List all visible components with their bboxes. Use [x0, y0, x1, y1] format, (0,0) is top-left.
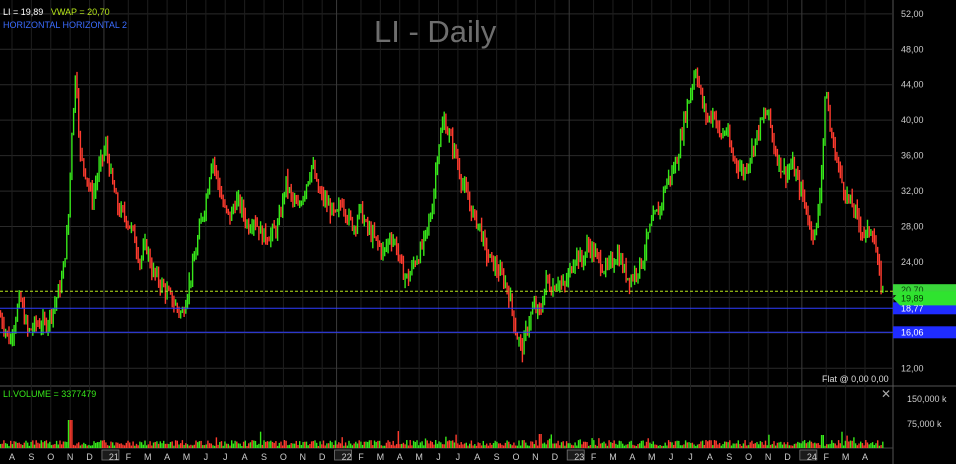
x-tick-label: A: [707, 452, 713, 462]
horizontal-tag-label: 18,77: [901, 303, 924, 313]
x-tick-label: J: [669, 452, 674, 462]
year-marker-box: [566, 449, 585, 461]
x-tick-label: O: [745, 452, 752, 462]
volume-tick-label: 75,000 k: [907, 419, 942, 429]
horizontal-price-tag: [893, 326, 956, 339]
x-tick-label: A: [242, 452, 248, 462]
x-tick-label: A: [862, 452, 868, 462]
y-tick-label: 28,00: [901, 222, 924, 232]
flat-readout: Flat @ 0,00 0,00: [822, 374, 889, 384]
volume-series: [0, 420, 884, 448]
close-icon[interactable]: ✕: [881, 387, 892, 401]
x-tick-label: O: [47, 452, 54, 462]
x-tick-label: N: [765, 452, 772, 462]
y-tick-label: 12,00: [901, 363, 924, 373]
x-tick-label: M: [842, 452, 850, 462]
price-series: [0, 67, 884, 363]
x-tick-label: 22: [342, 452, 352, 462]
x-tick-label: F: [126, 452, 132, 462]
x-tick-label: S: [726, 452, 732, 462]
x-tick-label: A: [9, 452, 15, 462]
vwap-price-tag: [893, 284, 956, 296]
x-tick-label: N: [67, 452, 74, 462]
x-tick-label: J: [688, 452, 693, 462]
x-tick-label: D: [552, 452, 559, 462]
volume-legend: LI.VOLUME = 3377479: [3, 389, 97, 399]
vwap-tag-label: 20,70: [901, 285, 924, 295]
x-tick-label: N: [300, 452, 307, 462]
year-marker-box: [799, 449, 818, 461]
x-tick-label: S: [261, 452, 267, 462]
x-tick-label: S: [28, 452, 34, 462]
x-tick-label: J: [456, 452, 461, 462]
x-tick-label: A: [164, 452, 170, 462]
x-tick-label: F: [358, 452, 364, 462]
horizontal-2-label: HORIZONTAL 2: [62, 20, 128, 30]
y-tick-label: 24,00: [901, 257, 924, 267]
x-tick-label: M: [183, 452, 191, 462]
x-tick-label: O: [280, 452, 287, 462]
x-tick-label: M: [377, 452, 385, 462]
x-tick-label: M: [648, 452, 656, 462]
x-tick-label: 23: [574, 452, 584, 462]
x-tick-label: D: [86, 452, 93, 462]
year-marker-box: [334, 449, 352, 461]
x-tick-label: F: [591, 452, 597, 462]
last-price-badge: [893, 291, 956, 306]
x-tick-label: A: [629, 452, 635, 462]
chart-title: LI - Daily: [374, 14, 497, 49]
price-label: LI = 19,89: [3, 7, 44, 17]
x-tick-label: S: [494, 452, 500, 462]
y-tick-label: 44,00: [901, 80, 924, 90]
x-tick-label: A: [397, 452, 403, 462]
x-tick-label: A: [474, 452, 480, 462]
x-tick-label: M: [609, 452, 617, 462]
y-tick-label: 40,00: [901, 115, 924, 125]
x-tick-label: D: [784, 452, 791, 462]
horizontal-1-label: HORIZONTAL: [3, 20, 61, 30]
volume-tick-label: 150,000 k: [907, 394, 947, 404]
y-tick-label: 52,00: [901, 9, 924, 19]
y-tick-label: 48,00: [901, 44, 924, 54]
x-tick-label: 24: [807, 452, 817, 462]
x-tick-label: N: [532, 452, 539, 462]
horizontal-legend: HORIZONTAL HORIZONTAL 2: [3, 20, 127, 30]
x-tick-label: M: [415, 452, 423, 462]
x-tick-label: O: [513, 452, 520, 462]
price-legend: LI = 19,89 VWAP = 20,70: [3, 7, 110, 17]
x-tick-label: J: [436, 452, 441, 462]
y-tick-label: 32,00: [901, 186, 924, 196]
last-price-label: 19,89: [901, 293, 924, 303]
x-tick-label: 21: [109, 452, 119, 462]
year-marker-box: [101, 449, 120, 461]
x-tick-label: M: [144, 452, 152, 462]
y-tick-label: 36,00: [901, 151, 924, 161]
vwap-label: VWAP = 20,70: [50, 7, 110, 17]
x-tick-label: F: [823, 452, 829, 462]
x-tick-label: J: [204, 452, 209, 462]
x-tick-label: J: [223, 452, 228, 462]
horizontal-tag-label: 16,06: [901, 327, 924, 337]
x-tick-label: D: [319, 452, 326, 462]
